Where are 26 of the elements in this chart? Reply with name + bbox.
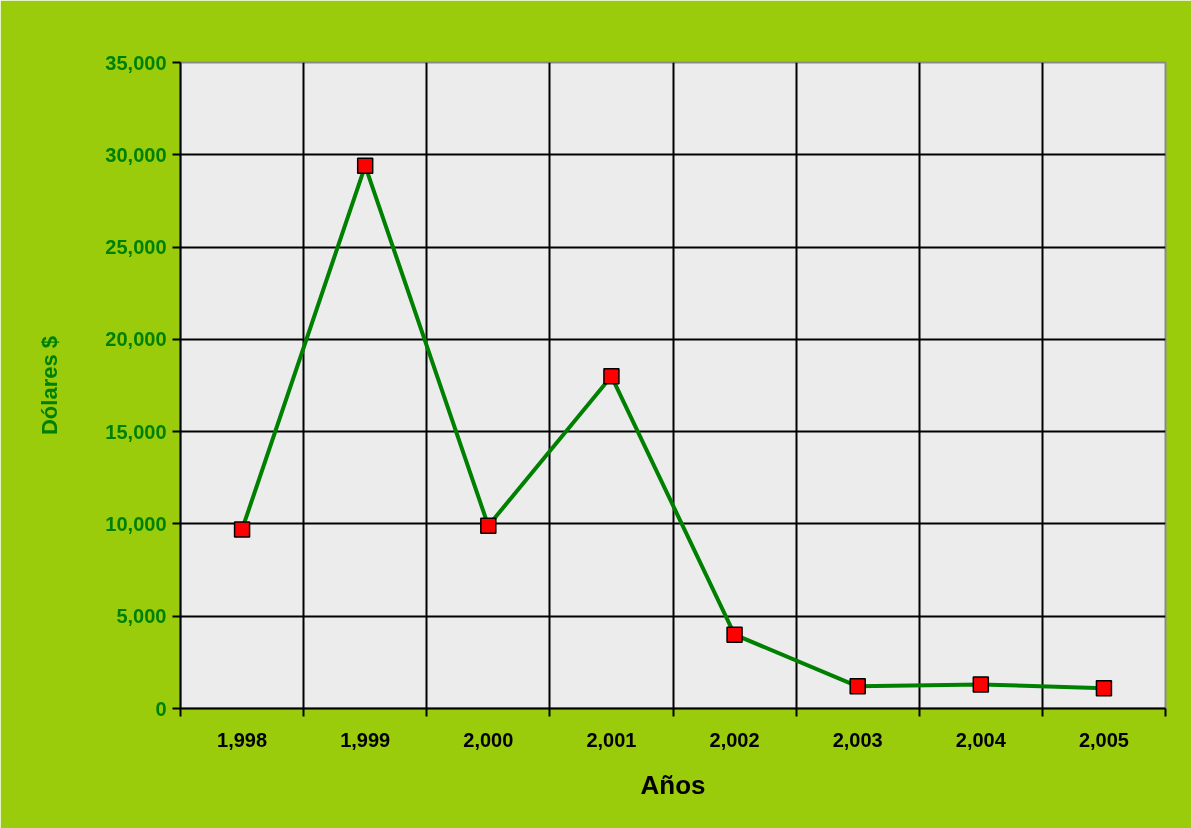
y-tick-label: 35,000	[105, 51, 167, 74]
y-tick-label: 15,000	[105, 420, 167, 443]
point	[972, 676, 990, 693]
point	[849, 678, 866, 695]
x-tick-label: 2,000	[463, 728, 514, 751]
x-tick-label: 1,998	[217, 728, 268, 751]
x-tick-label: 2,004	[955, 728, 1007, 751]
x-axis-title: Años	[640, 769, 706, 800]
y-axis-title: Dólares $	[37, 335, 63, 436]
y-tick-label: 25,000	[105, 236, 167, 259]
point	[726, 626, 743, 643]
x-tick-label: 2,001	[586, 728, 637, 751]
x-tick-label: 2,002	[709, 728, 760, 751]
x-tick-label: 2,003	[832, 728, 883, 751]
point	[1095, 679, 1113, 697]
y-tick-label: 5,000	[116, 605, 167, 628]
x-tick-label: 2,005	[1078, 728, 1129, 751]
x-tick-label: 1,999	[340, 728, 391, 751]
y-tick-label: 20,000	[105, 328, 167, 351]
y-tick-label: 30,000	[105, 143, 167, 166]
point	[233, 521, 251, 538]
point	[603, 368, 620, 385]
point	[356, 157, 374, 175]
y-tick-label: 0	[155, 697, 167, 720]
y-tick-label: 10,000	[105, 512, 167, 535]
point	[480, 517, 497, 535]
